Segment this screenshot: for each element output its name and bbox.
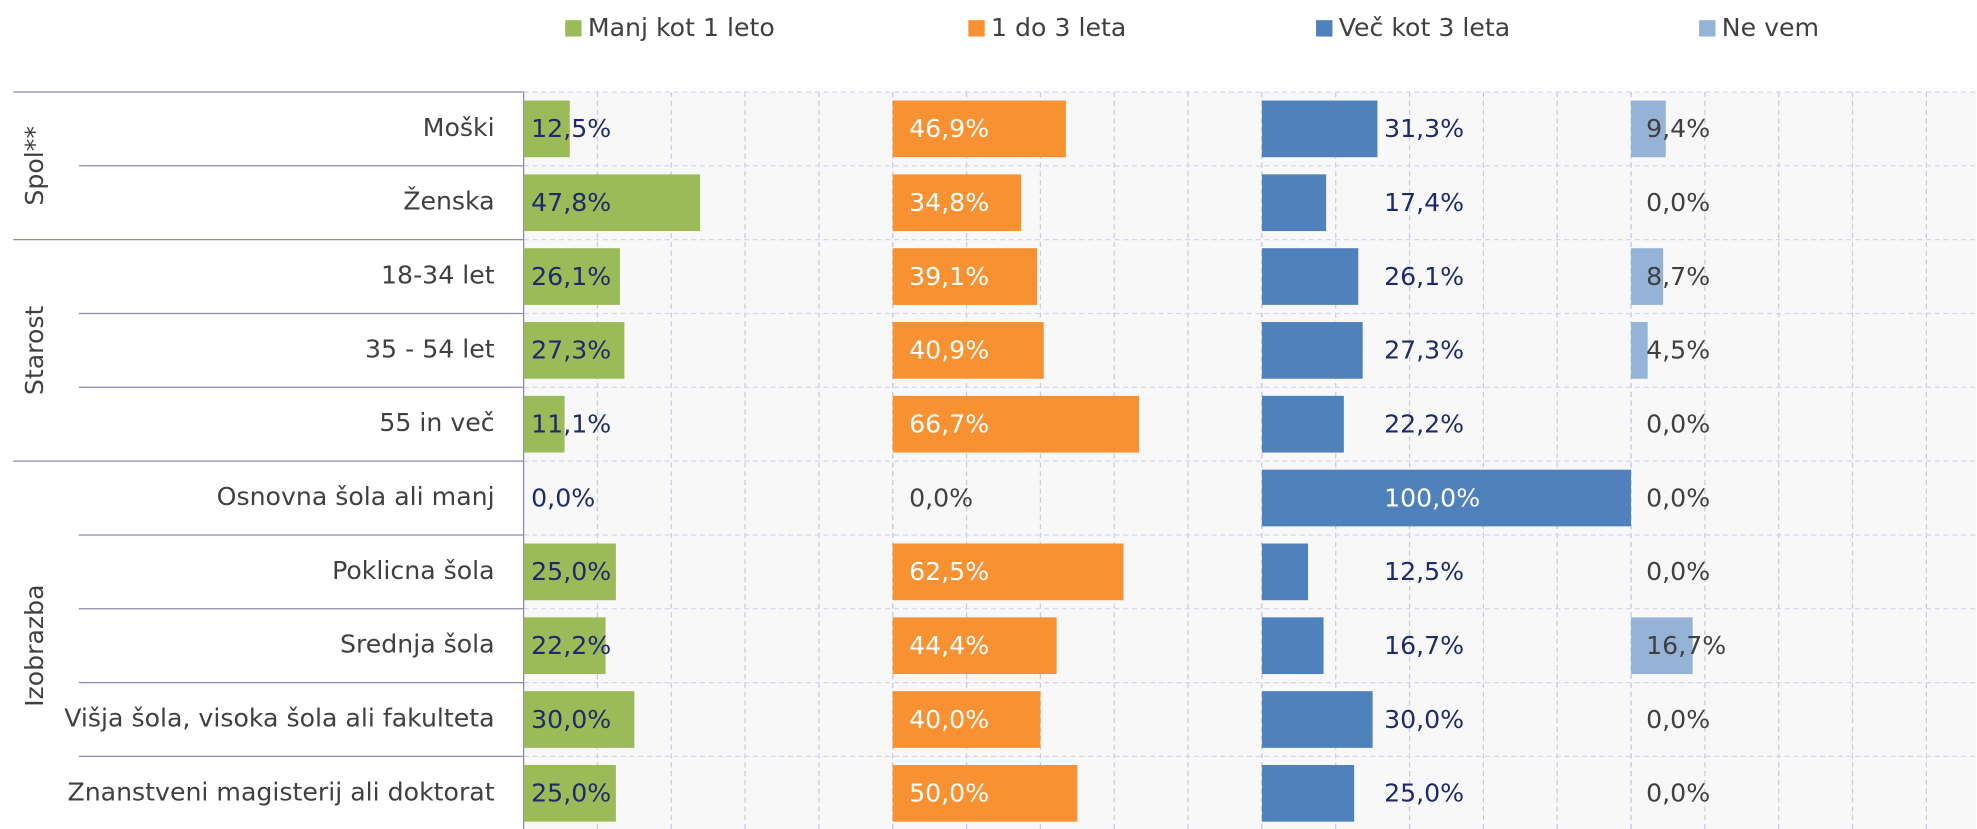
bar (892, 764, 1078, 822)
value-label: 0,0% (1646, 557, 1710, 586)
value-label: 16,7% (1384, 631, 1464, 660)
legend-label: Več kot 3 leta (1339, 13, 1510, 42)
category-label: Višja šola, visoka šola ali fakulteta (64, 704, 494, 733)
bar (523, 174, 701, 232)
category-label: Moški (423, 113, 495, 142)
value-label: 22,2% (1384, 409, 1464, 438)
value-label: 34,8% (909, 188, 989, 217)
bar (523, 691, 635, 748)
value-label: 22,2% (531, 631, 611, 660)
bar (523, 395, 565, 453)
legend-swatch (968, 20, 985, 37)
value-label: 0,0% (909, 483, 973, 512)
value-label: 0,0% (1646, 188, 1710, 217)
value-label: 27,3% (1384, 336, 1464, 365)
value-label: 0,0% (531, 483, 595, 512)
bar (892, 248, 1038, 305)
bar (1261, 248, 1359, 305)
legend-swatch (1699, 20, 1716, 37)
value-label: 0,0% (1646, 409, 1710, 438)
bar (892, 174, 1022, 232)
value-label: 17,4% (1384, 188, 1464, 217)
bar (1261, 322, 1363, 379)
bar (1631, 248, 1664, 305)
value-label: 62,5% (909, 557, 989, 586)
bar (892, 395, 1139, 453)
category-label: 18-34 let (381, 261, 495, 290)
bar (1261, 617, 1324, 675)
value-label: 30,0% (531, 705, 611, 734)
value-label: 8,7% (1646, 262, 1710, 291)
value-label: 44,4% (909, 631, 989, 660)
value-label: 4,5% (1646, 336, 1710, 365)
value-label: 12,5% (1384, 557, 1464, 586)
value-label: 11,1% (531, 409, 611, 438)
bar (1631, 322, 1648, 379)
category-label: Znanstveni magisterij ali doktorat (67, 777, 494, 806)
bar (1631, 617, 1693, 675)
value-label: 25,0% (531, 557, 611, 586)
value-label: 26,1% (1384, 262, 1464, 291)
value-label: 25,0% (1384, 779, 1464, 808)
bar (1631, 100, 1666, 158)
legend-swatch (1316, 20, 1333, 37)
value-label: 31,3% (1384, 114, 1464, 143)
bar (523, 248, 620, 305)
group-label: Spol** (20, 126, 49, 206)
value-label: 66,7% (909, 409, 989, 438)
value-label: 50,0% (909, 779, 989, 808)
bar (523, 764, 616, 822)
category-label: 35 - 54 let (365, 334, 495, 363)
bar (1261, 395, 1344, 453)
value-label: 0,0% (1646, 779, 1710, 808)
value-label: 30,0% (1384, 705, 1464, 734)
bar (892, 100, 1066, 158)
value-label: 25,0% (531, 779, 611, 808)
value-label: 9,4% (1646, 114, 1710, 143)
bar (1261, 100, 1378, 158)
value-label: 0,0% (1646, 705, 1710, 734)
value-label: 40,0% (909, 705, 989, 734)
category-label: Srednja šola (340, 630, 495, 659)
value-label: 100,0% (1384, 483, 1480, 512)
legend-label: Ne vem (1722, 13, 1819, 42)
category-label: 55 in več (379, 408, 494, 437)
value-label: 0,0% (1646, 483, 1710, 512)
value-label: 40,9% (909, 336, 989, 365)
bar (523, 617, 606, 675)
bar (892, 691, 1041, 748)
bar (523, 100, 570, 158)
bar (892, 543, 1124, 601)
bar (1261, 174, 1327, 232)
value-label: 26,1% (531, 262, 611, 291)
category-label: Poklicna šola (332, 556, 495, 585)
bar (523, 543, 616, 601)
bar (892, 617, 1057, 675)
bar (1261, 764, 1355, 822)
category-label: Osnovna šola ali manj (217, 482, 495, 511)
bar (523, 322, 625, 379)
category-label: Ženska (403, 187, 494, 216)
bar (1261, 691, 1373, 748)
bar (1261, 543, 1309, 601)
group-label: Izobrazba (20, 584, 49, 706)
bar (892, 322, 1044, 379)
legend-swatch (565, 20, 582, 37)
value-label: 47,8% (531, 188, 611, 217)
value-label: 12,5% (531, 114, 611, 143)
value-label: 39,1% (909, 262, 989, 291)
value-label: 27,3% (531, 336, 611, 365)
value-label: 16,7% (1646, 631, 1726, 660)
value-label: 46,9% (909, 114, 989, 143)
legend-label: 1 do 3 leta (991, 13, 1126, 42)
bar (1261, 469, 1632, 527)
legend-label: Manj kot 1 leto (588, 13, 775, 42)
group-label: Starost (20, 305, 49, 395)
